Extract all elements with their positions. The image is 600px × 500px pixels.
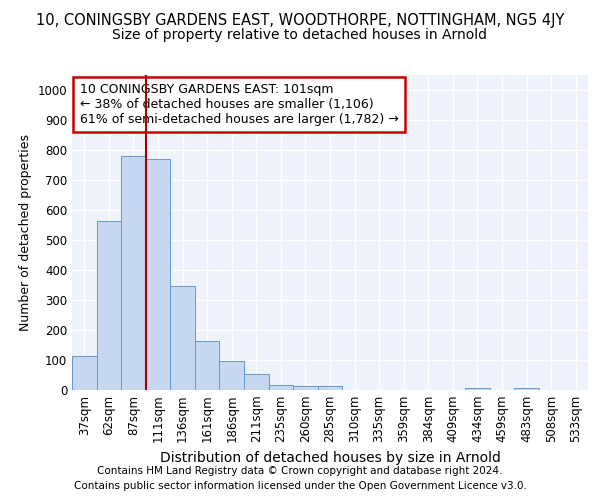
Text: Contains public sector information licensed under the Open Government Licence v3: Contains public sector information licen… [74, 481, 526, 491]
Bar [269, 384, 293, 390]
Bar [514, 388, 539, 390]
Bar [97, 222, 121, 390]
Text: Contains HM Land Registry data © Crown copyright and database right 2024.: Contains HM Land Registry data © Crown c… [97, 466, 503, 476]
Bar [465, 388, 490, 390]
X-axis label: Distribution of detached houses by size in Arnold: Distribution of detached houses by size … [160, 451, 500, 465]
Text: 10 CONINGSBY GARDENS EAST: 101sqm
← 38% of detached houses are smaller (1,106)
6: 10 CONINGSBY GARDENS EAST: 101sqm ← 38% … [80, 83, 398, 126]
Bar [220, 360, 244, 390]
Bar [293, 386, 318, 390]
Bar [170, 286, 195, 390]
Bar [318, 386, 342, 390]
Text: 10, CONINGSBY GARDENS EAST, WOODTHORPE, NOTTINGHAM, NG5 4JY: 10, CONINGSBY GARDENS EAST, WOODTHORPE, … [36, 12, 564, 28]
Bar [72, 356, 97, 390]
Bar [244, 374, 269, 390]
Bar [195, 340, 220, 390]
Bar [146, 159, 170, 390]
Y-axis label: Number of detached properties: Number of detached properties [19, 134, 32, 331]
Text: Size of property relative to detached houses in Arnold: Size of property relative to detached ho… [113, 28, 487, 42]
Bar [121, 156, 146, 390]
